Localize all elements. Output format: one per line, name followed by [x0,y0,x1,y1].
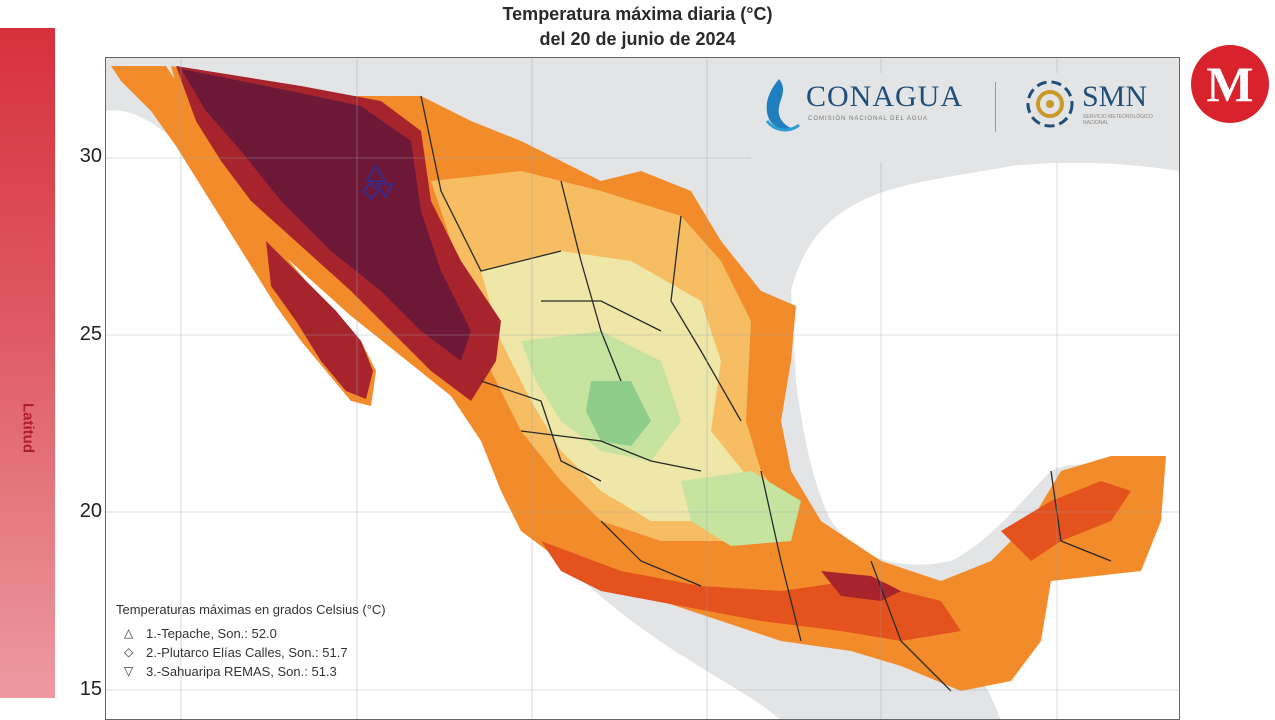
ytick-25: 25 [79,323,102,345]
conagua-logo-text: CONAGUA [806,80,963,113]
state-borders [420,95,1112,692]
station-sahuaripa-marker [375,183,395,199]
smn-logo-subtitle: SERVICIO METEOROLÓGICO NACIONAL [1083,114,1153,126]
station-markers [361,164,395,201]
legend-item-3: ▽ 3.-Sahuaripa REMAS, Son.: 51.3 [124,662,386,681]
title-line-1: Temperatura máxima diaria (°C) [502,4,773,24]
triangle-down-icon: ▽ [124,664,134,678]
diamond-icon: ◇ [124,645,134,659]
smn-logo-icon [1026,80,1074,128]
conagua-logo-icon [765,79,800,132]
zone-coolest [586,381,651,446]
zone-extreme-baja [266,241,373,399]
logo-divider [995,82,996,132]
latitude-axis-label: Latitud [19,403,37,453]
legend-item-1: △ 1.-Tepache, Son.: 52.0 [124,624,386,643]
map-title: Temperatura máxima diaria (°C) del 20 de… [0,2,1275,52]
triangle-up-icon: △ [124,626,134,640]
temperature-map [105,57,1180,720]
smn-logo-text: SMN [1082,80,1148,113]
zone-cooler-south [681,471,801,546]
ytick-20: 20 [79,500,102,522]
graticule [106,58,1179,719]
legend-item-3-label: 3.-Sahuaripa REMAS, Son.: 51.3 [146,664,337,679]
ytick-15: 15 [79,678,102,700]
side-color-bar: Latitud [0,28,55,698]
zone-hot-yucatan [1001,481,1131,561]
station-tepache-marker [365,164,387,182]
legend-title: Temperaturas máximas en grados Celsius (… [116,602,386,617]
logo-panel [751,73,1179,163]
map-svg [106,58,1179,719]
station-plutarco-marker [361,181,381,201]
station-legend: Temperaturas máximas en grados Celsius (… [116,602,386,681]
conagua-logo-subtitle: COMISIÓN NACIONAL DEL AGUA [808,116,928,122]
title-line-2: del 20 de junio de 2024 [539,29,736,49]
zone-hot-south [541,541,961,641]
ytick-30: 30 [79,145,102,167]
legend-item-2-label: 2.-Plutarco Elías Calles, Son.: 51.7 [146,645,348,660]
zone-extreme [181,69,471,361]
milenio-logo-badge: M [1191,45,1269,123]
legend-item-2: ◇ 2.-Plutarco Elías Calles, Son.: 51.7 [124,643,386,662]
legend-item-1-label: 1.-Tepache, Son.: 52.0 [146,626,277,641]
gulf-of-mexico [791,162,1179,719]
